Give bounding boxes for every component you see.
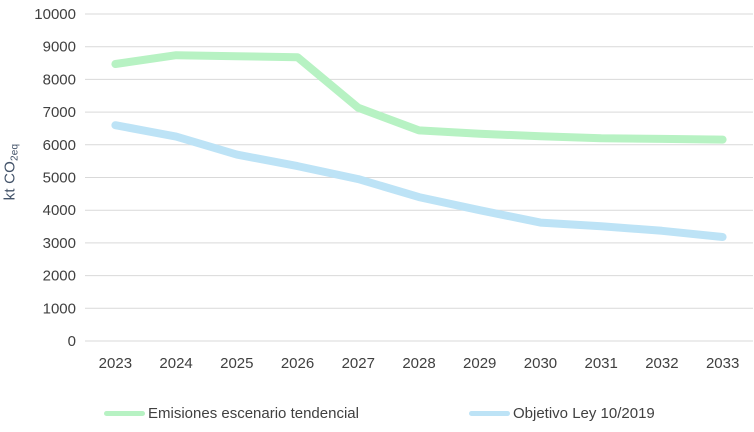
x-tick-label: 2025 [220, 355, 253, 372]
y-axis-title: kt CO2eq [2, 144, 21, 201]
y-tick-label: 10000 [34, 6, 76, 23]
x-tick-label: 2032 [645, 355, 678, 372]
y-tick-label: 2000 [43, 268, 76, 285]
x-tick-label: 2023 [99, 355, 132, 372]
y-tick-label: 6000 [43, 137, 76, 154]
x-tick-label: 2024 [159, 355, 192, 372]
y-tick-label: 1000 [43, 300, 76, 317]
plot-area: 0 1000 2000 3000 4000 5000 6000 7000 8000 9000 100… [34, 6, 753, 372]
series-line-1 [111, 121, 727, 241]
y-tick-label: 9000 [43, 39, 76, 56]
series-swatch-green-line [104, 410, 145, 416]
y-axis-title-subscript: 2eq [9, 143, 21, 161]
y-axis-title-main: kt CO [1, 160, 19, 201]
x-tick-label: 2028 [402, 355, 435, 372]
legend: Emisiones escenario tendencial Objetivo … [0, 402, 754, 428]
legend-label-emisiones-tendencial: Emisiones escenario tendencial [148, 404, 359, 422]
legend-label-objetivo-ley: Objetivo Ley 10/2019 [513, 404, 655, 422]
y-tick-label: 0 [68, 333, 76, 350]
series-swatch-blue-line [469, 410, 510, 416]
x-tick-label: 2033 [706, 355, 739, 372]
y-tick-label: 5000 [43, 170, 76, 187]
x-tick-label: 2030 [524, 355, 557, 372]
x-tick-label: 2027 [342, 355, 375, 372]
series-line-0 [111, 51, 727, 144]
legend-item-emisiones-tendencial: Emisiones escenario tendencial [104, 402, 359, 424]
x-tick-label: 2029 [463, 355, 496, 372]
y-tick-label: 4000 [43, 202, 76, 219]
legend-item-objetivo-ley: Objetivo Ley 10/2019 [469, 402, 655, 424]
y-tick-label: 7000 [43, 104, 76, 121]
y-tick-label: 8000 [43, 71, 76, 88]
x-tick-label: 2026 [281, 355, 314, 372]
y-tick-label: 3000 [43, 235, 76, 252]
x-tick-label: 2031 [584, 355, 617, 372]
